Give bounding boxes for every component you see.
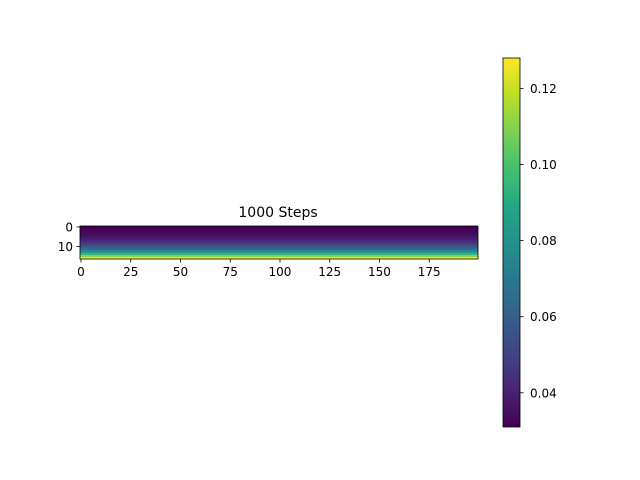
colorbar-gradient: [503, 58, 520, 427]
y-tick-label: 10: [58, 240, 73, 254]
colorbar-tick-label: 0.04: [530, 386, 557, 400]
y-axis: 010: [58, 220, 80, 254]
x-axis: 0 25 50 75 100 125 150 175: [77, 259, 441, 279]
x-tick-label: 75: [223, 265, 238, 279]
x-tick-label: 50: [173, 265, 188, 279]
x-tick-label: 125: [318, 265, 341, 279]
x-tick-label: 25: [123, 265, 138, 279]
colorbar-tick-label: 0.06: [530, 310, 557, 324]
colorbar-axis: 0.04 0.06 0.08 0.10 0.12: [520, 82, 557, 400]
heatmap-frame: [79, 225, 479, 260]
colorbar: [502, 57, 521, 428]
colorbar-tick-label: 0.12: [530, 82, 557, 96]
y-tick-label: 0: [65, 220, 73, 234]
colorbar-tick-label: 0.08: [530, 234, 557, 248]
heatmap-image: [80, 226, 478, 259]
colorbar-frame: [502, 57, 521, 428]
x-tick-label: 175: [418, 265, 441, 279]
x-tick-label: 150: [368, 265, 391, 279]
x-tick-label: 100: [269, 265, 292, 279]
x-tick-label: 0: [77, 265, 85, 279]
heatmap: [79, 225, 479, 260]
colorbar-tick-label: 0.10: [530, 158, 557, 172]
chart-title: 1000 Steps: [238, 205, 317, 221]
